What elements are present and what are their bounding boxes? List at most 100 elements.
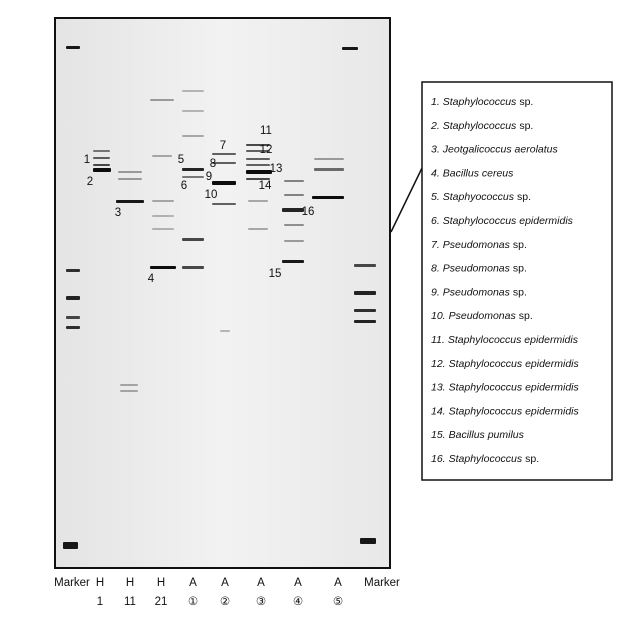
legend-species: Pseudomonas (443, 239, 511, 251)
gel-band (246, 178, 270, 180)
gel-band (182, 90, 204, 92)
gel-band (93, 157, 110, 159)
band-label: 9 (206, 171, 212, 183)
gel-band (282, 208, 304, 212)
legend-entry: 1. Staphylococcus sp. (431, 96, 533, 108)
legend-species: Staphylococcus (443, 96, 517, 108)
gel-band (66, 46, 80, 49)
gel-band (246, 144, 270, 146)
gel-band (63, 542, 78, 549)
lane-label: H (96, 577, 104, 589)
band-label: 7 (220, 140, 226, 152)
legend-entry: 14. Staphylococcus epidermidis (431, 405, 580, 417)
lane-number: ⑤ (333, 596, 343, 608)
legend-suffix: sp. (519, 310, 533, 322)
lane-label: H (126, 577, 134, 589)
gel-band (312, 196, 344, 199)
gel-band (120, 390, 138, 392)
gel-band (212, 203, 236, 205)
gel-band (182, 110, 204, 112)
legend-species: Bacillus pumilus (449, 429, 525, 441)
legend-species: Jeotgalicoccus aerolatus (442, 143, 559, 155)
legend-suffix: sp. (525, 453, 539, 465)
lane-label: Marker (364, 577, 400, 589)
gel-band (182, 266, 204, 269)
gel-band (66, 296, 80, 300)
band-label: 4 (148, 273, 155, 285)
gel-band (93, 150, 110, 152)
gel-band (212, 181, 236, 185)
legend-species: Pseudomonas (443, 262, 511, 274)
gel-band (66, 316, 80, 319)
gel-band (182, 238, 204, 241)
legend-entry: 16. Staphylococcus sp. (431, 453, 539, 465)
gel-band (116, 200, 144, 203)
gel-band (284, 240, 304, 242)
gel-band (66, 269, 80, 272)
lane-number: ② (220, 596, 230, 608)
gel-band (182, 135, 204, 137)
lane-label: A (189, 577, 197, 589)
gel-band (118, 178, 142, 180)
band-label: 1 (84, 154, 90, 166)
lane-number: 1 (97, 596, 103, 608)
gel-band (248, 228, 268, 230)
connector (390, 167, 423, 233)
legend-number: 9. (431, 286, 440, 298)
legend-box (421, 81, 613, 481)
legend-species: Staphylococcus epidermidis (449, 381, 580, 393)
lane-label: A (257, 577, 265, 589)
gel-band (284, 194, 304, 196)
gel-band (212, 153, 236, 155)
legend-species: Pseudomonas (443, 286, 511, 298)
legend-number: 10. (431, 310, 446, 322)
legend-number: 7. (431, 239, 440, 251)
lane-number: ① (188, 596, 198, 608)
legend-suffix: sp. (519, 120, 533, 132)
legend-species: Staphylococcus (443, 120, 517, 132)
legend-number: 3. (431, 143, 440, 155)
legend-number: 8. (431, 262, 440, 274)
legend-entry: 8. Pseudomonas sp. (431, 262, 527, 274)
gel-band (246, 164, 270, 166)
band-label: 15 (269, 268, 282, 280)
gel-border (54, 17, 391, 569)
gel-band (246, 158, 270, 160)
legend-species: Bacillus cereus (443, 167, 514, 179)
gel-band (152, 200, 174, 202)
gel-band (66, 326, 80, 329)
lane-label: A (334, 577, 342, 589)
band-label: 12 (260, 144, 273, 156)
gel-band (246, 170, 272, 174)
legend-species: Staphylococcus (449, 453, 523, 465)
gel (55, 18, 390, 568)
gel-band (284, 224, 304, 226)
legend-suffix: sp. (513, 286, 527, 298)
band-label: 10 (205, 189, 218, 201)
legend-entry: 2. Staphylococcus sp. (430, 120, 533, 132)
legend-entry: 9. Pseudomonas sp. (431, 286, 527, 298)
gel-band (248, 200, 268, 202)
legend-species: Staphylococcus epidermidis (449, 405, 580, 417)
lane-label: A (221, 577, 229, 589)
lane-label: H (157, 577, 165, 589)
gel-band (354, 320, 376, 323)
band-label: 13 (270, 163, 283, 175)
band-label: 8 (210, 158, 216, 170)
gel-band (152, 228, 174, 230)
band-label: 16 (302, 206, 315, 218)
legend-number: 15. (431, 429, 446, 441)
legend-suffix: sp. (513, 239, 527, 251)
lane-number: 21 (155, 596, 168, 608)
lane-number: ③ (256, 596, 266, 608)
legend-number: 12. (431, 358, 446, 370)
gel-band (93, 168, 111, 172)
gel-bands (63, 46, 376, 549)
lane-number: ④ (293, 596, 303, 608)
band-label: 3 (115, 207, 121, 219)
gel-band (354, 291, 376, 295)
legend-number: 14. (431, 405, 446, 417)
legend-suffix: sp. (517, 191, 531, 203)
legend-number: 11. (431, 334, 445, 346)
